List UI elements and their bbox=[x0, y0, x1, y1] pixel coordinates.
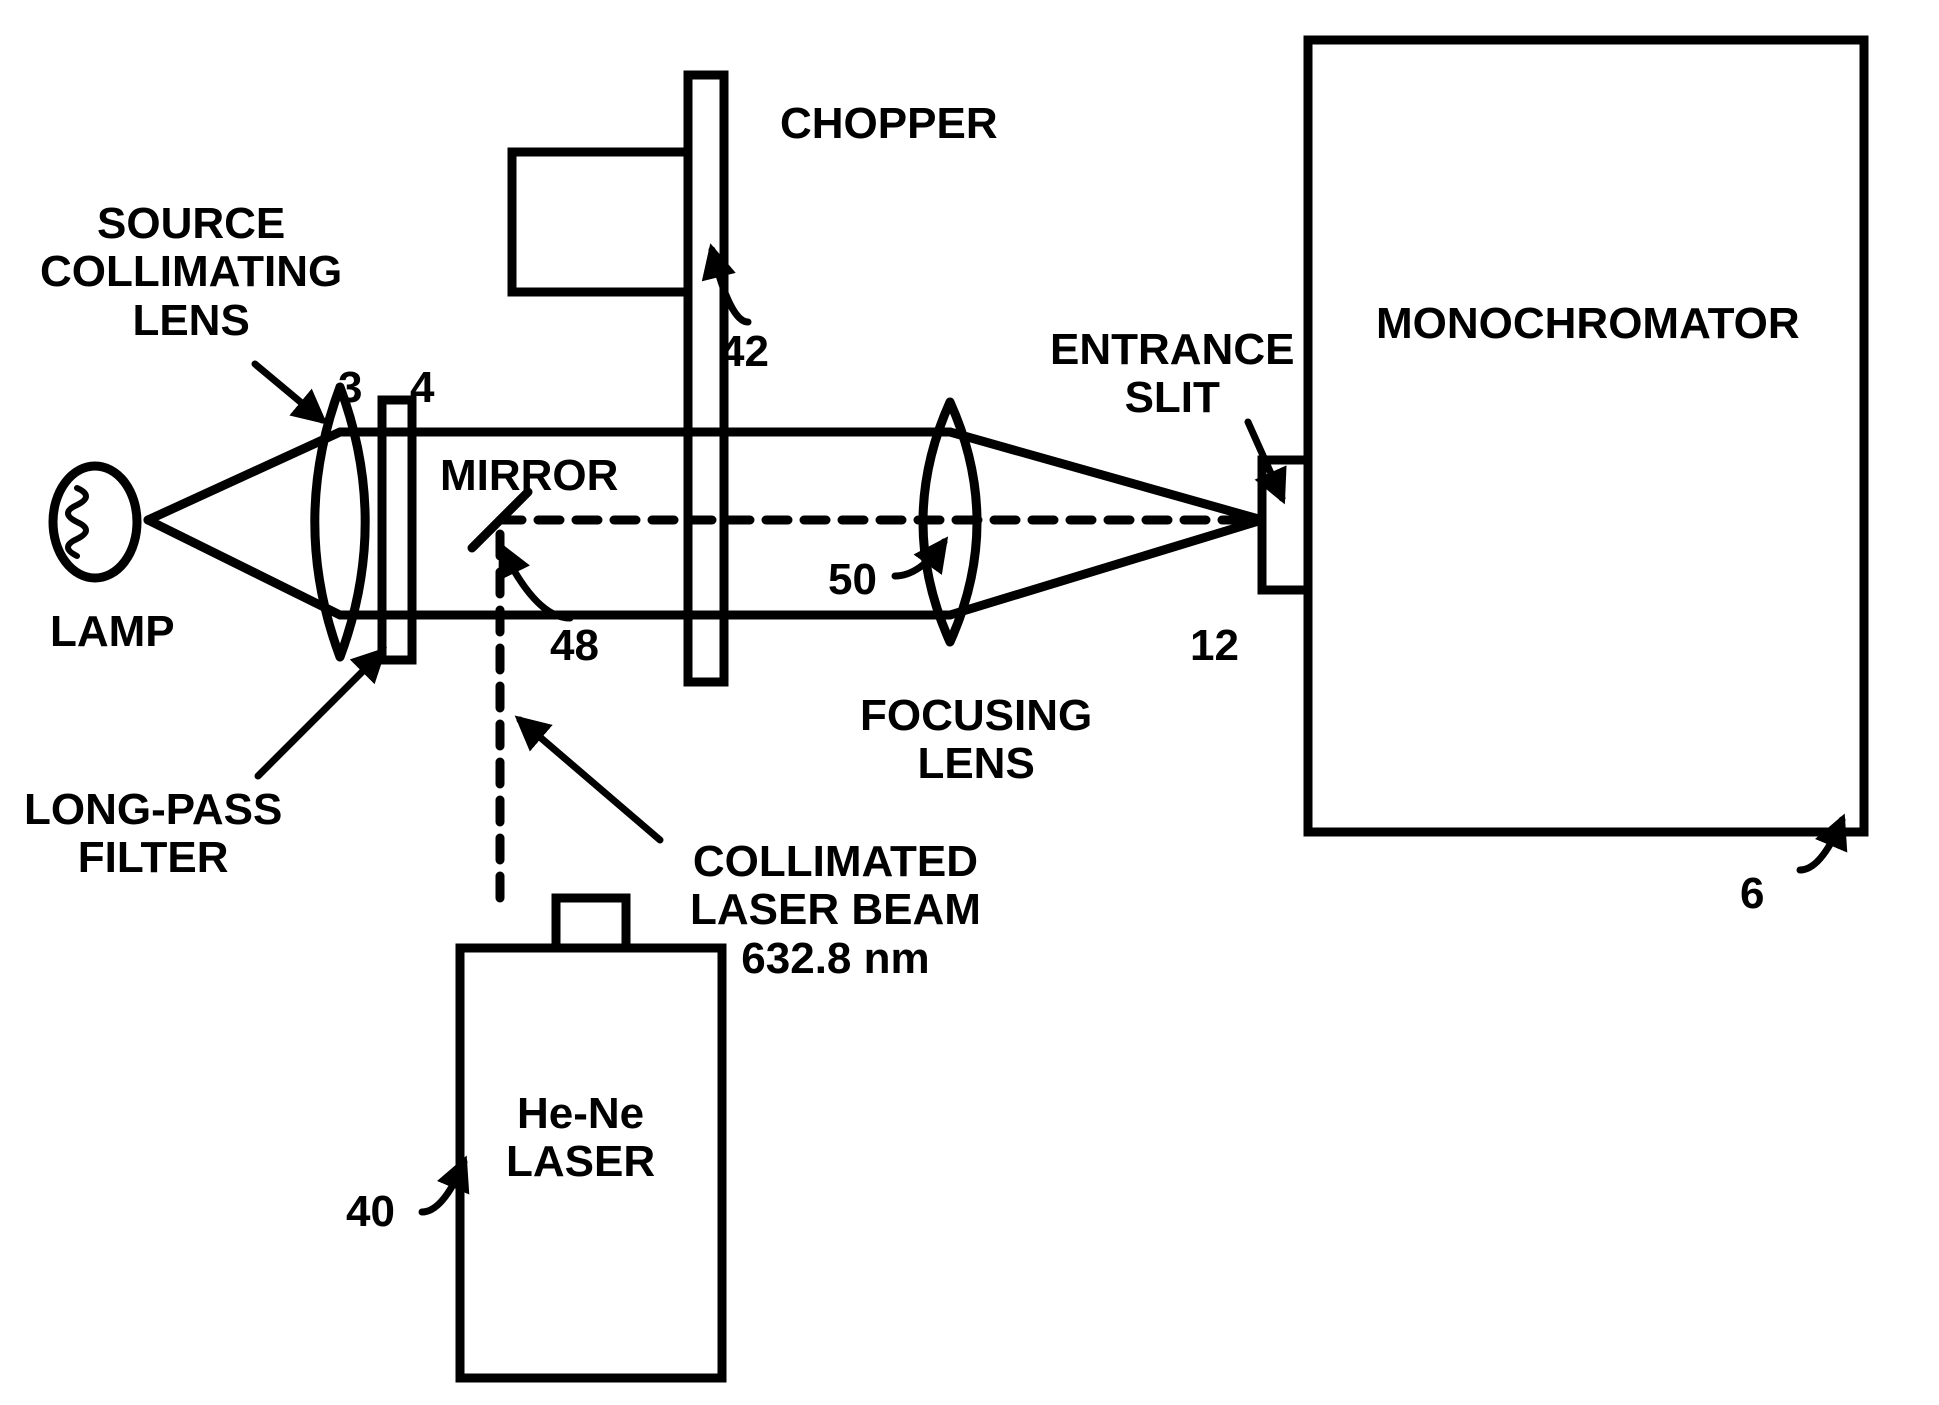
ref-4: 4 bbox=[410, 364, 434, 412]
ref-12: 12 bbox=[1190, 622, 1239, 670]
ref-6: 6 bbox=[1740, 870, 1764, 918]
entrance-slit-label: ENTRANCE SLIT bbox=[1050, 326, 1294, 423]
ref-40: 40 bbox=[346, 1188, 395, 1236]
lamp-label: LAMP bbox=[50, 608, 175, 656]
monochromator-label: MONOCHROMATOR bbox=[1376, 300, 1800, 348]
focusing-lens-label: FOCUSING LENS bbox=[860, 692, 1092, 789]
ref-48: 48 bbox=[550, 622, 599, 670]
ref-3: 3 bbox=[338, 364, 362, 412]
source-lens-label: SOURCE COLLIMATING LENS bbox=[40, 200, 342, 345]
long-pass-label: LONG-PASS FILTER bbox=[24, 786, 282, 883]
ref-42: 42 bbox=[720, 328, 769, 376]
laser-label: He-Ne LASER bbox=[506, 1090, 655, 1187]
mirror-label: MIRROR bbox=[440, 452, 618, 500]
chopper-label: CHOPPER bbox=[780, 100, 998, 148]
ref-50: 50 bbox=[828, 556, 877, 604]
laser-beam-label: COLLIMATED LASER BEAM 632.8 nm bbox=[690, 838, 981, 983]
